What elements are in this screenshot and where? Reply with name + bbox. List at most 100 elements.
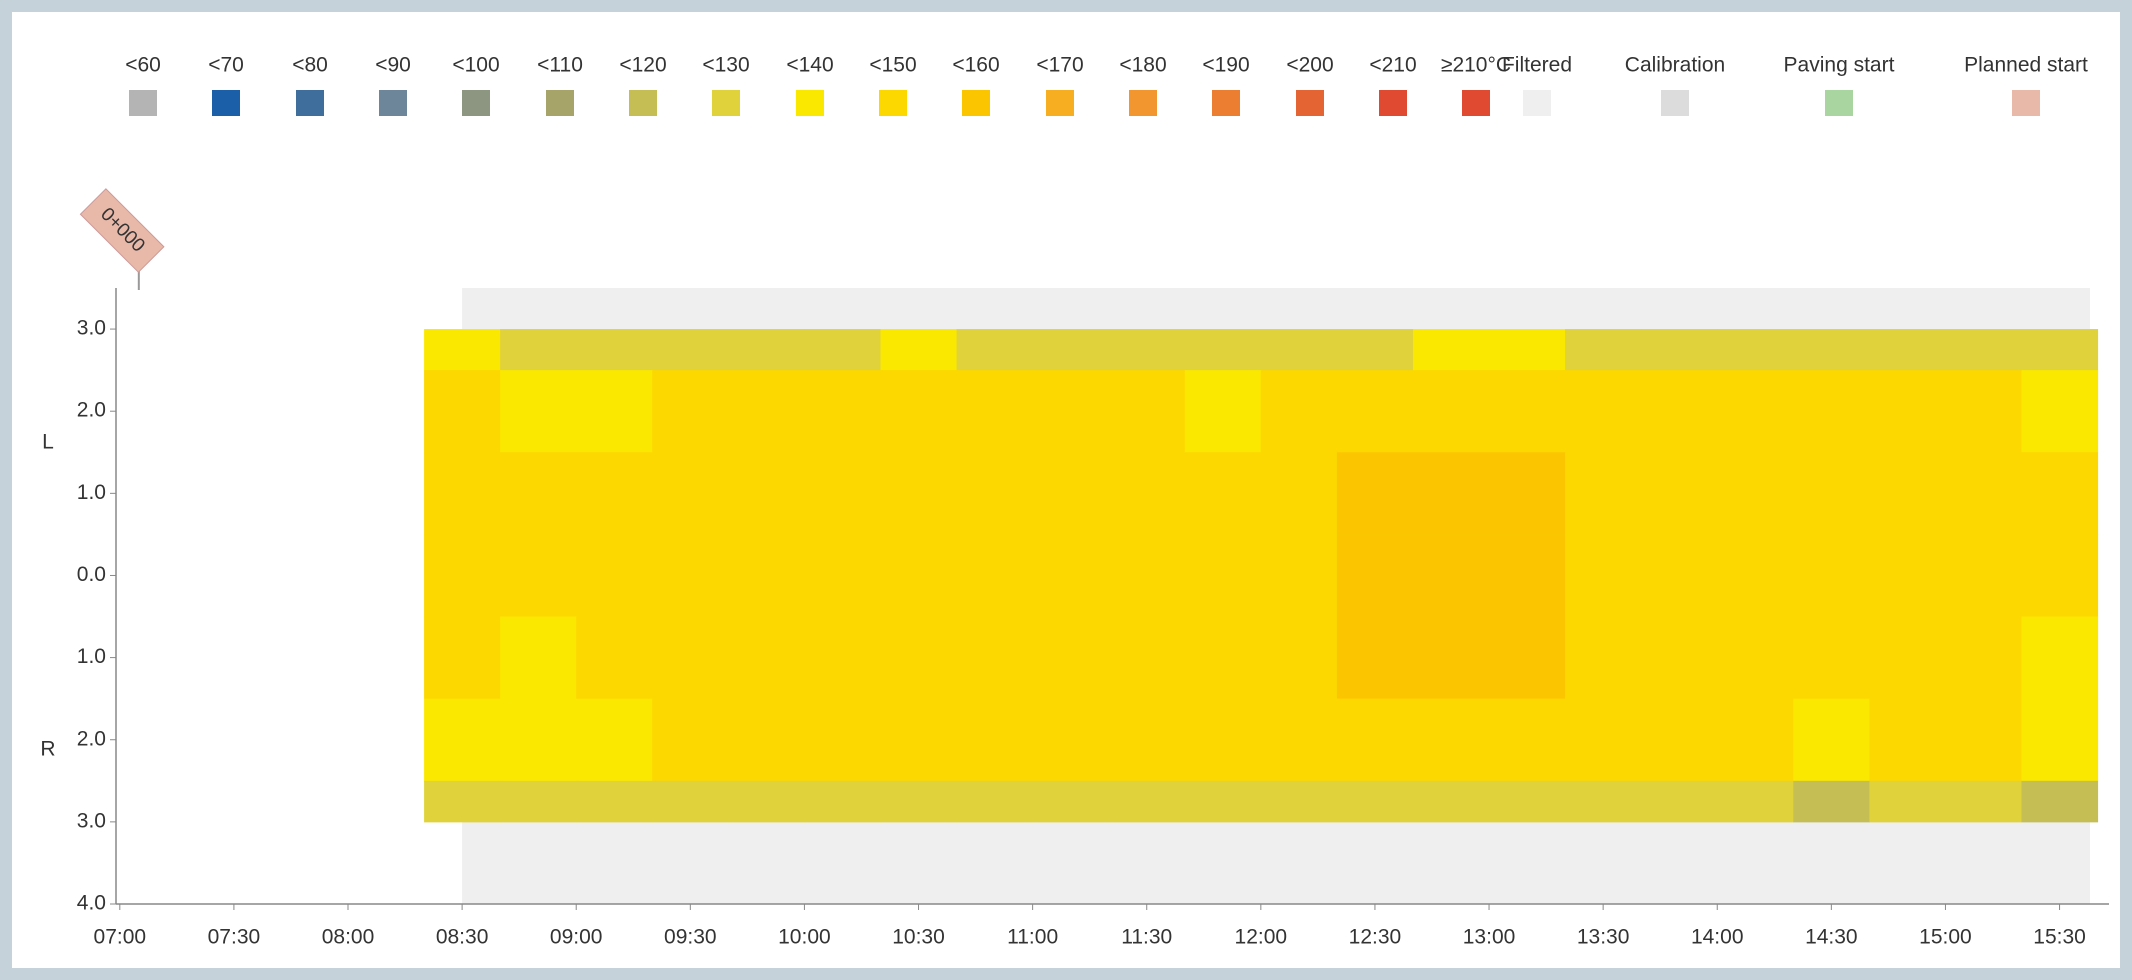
heat-cell — [1793, 698, 1870, 782]
heat-cell — [880, 452, 958, 535]
heat-cell — [1489, 616, 1566, 700]
legend-swatch — [1661, 90, 1689, 116]
heat-cell — [576, 616, 653, 700]
heat-cell — [1108, 698, 1186, 782]
x-tick-label: 11:30 — [1121, 926, 1172, 949]
heat-cell — [880, 534, 958, 618]
planned-start-flag — [79, 188, 165, 273]
heat-cell — [1336, 370, 1414, 453]
legend-label: <150 — [869, 54, 916, 77]
heat-cell — [652, 534, 729, 618]
heat-cell — [1869, 370, 1946, 453]
legend-label: <110 — [537, 54, 583, 77]
legend-label: Paving start — [1784, 54, 1895, 77]
legend-swatch — [296, 90, 324, 116]
heat-cell — [2021, 780, 2099, 823]
heat-cell — [880, 780, 958, 823]
heat-cell — [424, 616, 501, 700]
heat-cell — [728, 329, 805, 371]
heat-cell — [1108, 780, 1186, 823]
heat-cell — [804, 698, 881, 782]
heat-cell — [728, 370, 805, 453]
y-tick-label: 1.0 — [77, 645, 106, 668]
x-tick-label: 12:00 — [1235, 926, 1288, 949]
heat-cell — [424, 452, 501, 535]
y-tick-label: 4.0 — [77, 892, 106, 915]
heat-cell — [1793, 534, 1870, 618]
x-tick-label: 08:00 — [322, 926, 375, 949]
heat-cell — [1260, 780, 1338, 823]
heat-cell — [576, 370, 653, 453]
legend-swatch — [1212, 90, 1240, 116]
heat-cell — [1336, 534, 1414, 618]
heat-cell — [652, 698, 729, 782]
heat-cell — [500, 780, 577, 823]
heat-cell — [652, 780, 729, 823]
legend-label: <120 — [619, 54, 666, 77]
x-tick-label: 13:00 — [1463, 926, 1516, 949]
heat-cell — [1108, 616, 1186, 700]
heat-cell — [1108, 534, 1186, 618]
heat-cell — [1412, 329, 1490, 371]
heat-cell — [2021, 698, 2099, 782]
heat-cell — [576, 698, 653, 782]
heat-cell — [1565, 780, 1642, 823]
heat-cell — [1260, 370, 1338, 453]
heat-cell — [1945, 452, 2023, 535]
y-tick-label: 2.0 — [77, 727, 106, 750]
heat-cell — [1565, 698, 1642, 782]
x-tick-label: 15:00 — [1919, 926, 1972, 949]
heat-cell — [1565, 616, 1642, 700]
heat-cell — [1869, 329, 1946, 371]
heat-cell — [1717, 329, 1794, 371]
heat-cell — [424, 780, 501, 823]
legend-swatch — [1379, 90, 1407, 116]
heat-cell — [880, 616, 958, 700]
legend-swatch — [1129, 90, 1157, 116]
legend-label: <170 — [1036, 54, 1083, 77]
heat-cell — [424, 534, 501, 618]
heat-cell — [1793, 452, 1870, 535]
x-tick-label: 15:30 — [2033, 926, 2086, 949]
x-tick-label: 10:30 — [892, 926, 945, 949]
x-tick-label: 08:30 — [436, 926, 489, 949]
heat-cell — [1641, 370, 1718, 453]
y-tick-label: 1.0 — [77, 481, 106, 504]
heat-cell — [880, 370, 958, 453]
heat-cell — [1336, 616, 1414, 700]
heat-cell — [1412, 698, 1490, 782]
legend-label: <100 — [452, 54, 499, 77]
y-tick-label: 3.0 — [77, 809, 106, 832]
heat-cell — [500, 452, 577, 535]
heat-cell — [1336, 452, 1414, 535]
x-tick-label: 13:30 — [1577, 926, 1630, 949]
filtered-region — [462, 821, 2090, 904]
heat-cell — [1565, 452, 1642, 535]
heat-cell — [652, 452, 729, 535]
heat-cell — [804, 534, 881, 618]
heat-cell — [804, 329, 881, 371]
legend-swatch — [1296, 90, 1324, 116]
heat-cell — [652, 616, 729, 700]
legend-label: <130 — [702, 54, 749, 77]
heat-cell — [500, 329, 577, 371]
legend-swatch — [129, 90, 157, 116]
heat-cell — [880, 329, 958, 371]
heat-cell — [2021, 329, 2099, 371]
heat-cell — [1489, 534, 1566, 618]
heat-cell — [2021, 452, 2099, 535]
heat-cell — [1336, 329, 1414, 371]
heat-cell — [1032, 452, 1110, 535]
heat-cell — [956, 698, 1034, 782]
heat-cell — [1641, 616, 1718, 700]
heat-cell — [1184, 698, 1262, 782]
x-tick-label: 14:00 — [1691, 926, 1744, 949]
heat-cell — [1032, 370, 1110, 453]
heat-cell — [1489, 780, 1566, 823]
heat-cell — [1032, 329, 1110, 371]
heat-cell — [956, 616, 1034, 700]
heat-cell — [956, 329, 1034, 371]
heat-cell — [728, 616, 805, 700]
heat-cell — [1260, 534, 1338, 618]
